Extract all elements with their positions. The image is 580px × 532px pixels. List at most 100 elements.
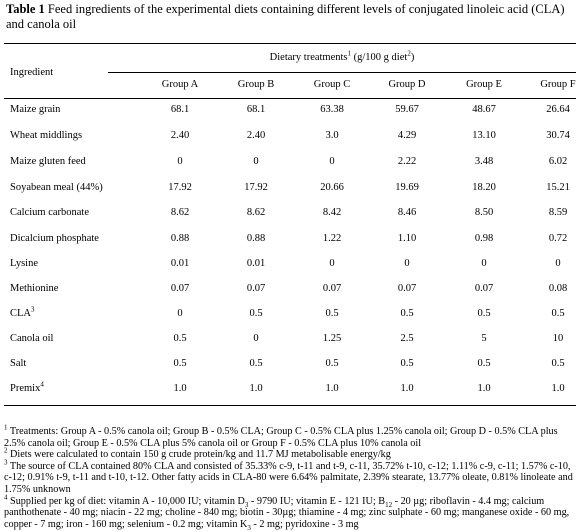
footnote-3-text: The source of CLA contained 80% CLA and … xyxy=(4,460,573,495)
footnote-2-mark: 2 xyxy=(4,446,8,455)
table-row: Maize grain 68.1 68.1 63.38 59.67 48.67 26.64 xyxy=(0,104,580,120)
table-caption-text: Feed ingredients of the experimental die… xyxy=(6,2,565,31)
cell-group-e: 48.67 xyxy=(472,104,496,115)
cell-group-f: 10 xyxy=(552,333,564,344)
cell-group-f: 6.02 xyxy=(548,156,568,167)
table-bottom-rule xyxy=(4,405,576,406)
cell-group-d: 0.5 xyxy=(400,358,414,369)
footnote-2: 2 Diets were calculated to contain 150 g… xyxy=(4,446,576,461)
cell-group-e: 3.48 xyxy=(474,156,494,167)
row-label-text: Premix xyxy=(10,383,41,394)
cell-group-e: 0.98 xyxy=(474,233,494,244)
ingredient-header: Ingredient xyxy=(10,67,54,78)
cell-group-b: 0.07 xyxy=(246,283,266,294)
row-label: Lysine xyxy=(10,258,38,269)
cell-group-c: 20.66 xyxy=(320,182,344,193)
footnotes: 1 Treatments: Group A - 0.5% canola oil;… xyxy=(4,423,576,531)
footnote-1-text: Treatments: Group A - 0.5% canola oil; G… xyxy=(4,426,558,449)
cell-group-f: 1.0 xyxy=(551,383,565,394)
unit-label-pre: (g/100 g diet xyxy=(353,52,408,63)
cell-group-b: 17.92 xyxy=(244,182,268,193)
table-row: Calcium carbonate 8.62 8.62 8.42 8.46 8.50 8.5… xyxy=(0,207,580,223)
cell-group-f: 0.08 xyxy=(548,283,568,294)
cell-group-c: 8.42 xyxy=(322,207,342,218)
cell-group-e: 1.0 xyxy=(477,383,491,394)
cell-group-f: 15.21 xyxy=(546,182,570,193)
footnote-4-sub-b12: 12 xyxy=(385,500,393,509)
row-label: Dicalcium phosphate xyxy=(10,233,99,244)
cell-group-a: 0.01 xyxy=(170,258,190,269)
footnote-3-mark: 3 xyxy=(4,458,8,467)
row-label: CLA3 xyxy=(10,306,35,319)
group-header-e: Group E xyxy=(466,79,502,90)
table-row: Wheat middlings 2.40 2.40 3.0 4.29 13.10 30.74 xyxy=(0,130,580,146)
cell-group-f: 0.72 xyxy=(548,233,568,244)
cell-group-b: 8.62 xyxy=(246,207,266,218)
cell-group-a: 68.1 xyxy=(170,104,190,115)
table-row: Lysine 0.01 0.01 0 0 0 0 xyxy=(0,258,580,274)
table-row: Methionine 0.07 0.07 0.07 0.07 0.07 0.08 xyxy=(0,283,580,299)
cell-group-e: 0.07 xyxy=(474,283,494,294)
row-label-text: Salt xyxy=(10,358,27,369)
cell-group-f: 0 xyxy=(555,258,561,269)
cell-group-a: 1.0 xyxy=(173,383,187,394)
cell-group-e: 0.5 xyxy=(477,358,491,369)
cell-group-f: 26.64 xyxy=(546,104,570,115)
table-row: Salt 0.5 0.5 0.5 0.5 0.5 0.5 xyxy=(0,358,580,374)
header-sub-rule xyxy=(108,72,576,73)
cell-group-b: 0 xyxy=(253,333,259,344)
cell-group-f: 0.5 xyxy=(551,358,565,369)
group-header-c: Group C xyxy=(313,79,351,90)
cell-group-f: 30.74 xyxy=(546,130,570,141)
row-label-text: Dicalcium phosphate xyxy=(10,233,99,244)
row-label-text: Maize gluten feed xyxy=(10,156,86,167)
table-row: Dicalcium phosphate 0.88 0.88 1.22 1.10 0.98 0… xyxy=(0,233,580,249)
cell-group-d: 0 xyxy=(404,258,410,269)
cell-group-a: 17.92 xyxy=(168,182,192,193)
cell-group-e: 0.5 xyxy=(477,308,491,319)
footnote-4-text-a: Supplied per kg of diet: vitamin A - 10,… xyxy=(10,495,245,507)
table-row: Soyabean meal (44%) 17.92 17.92 20.66 19.69 1… xyxy=(0,182,580,198)
row-label: Soyabean meal (44%) xyxy=(10,182,103,193)
cell-group-c: 0 xyxy=(329,156,335,167)
cell-group-b: 0.5 xyxy=(249,358,263,369)
cell-group-c: 0 xyxy=(329,258,335,269)
cell-group-c: 1.0 xyxy=(325,383,339,394)
footnote-4-text-b: - 9790 IU; vitamin E - 121 IU; B xyxy=(248,495,386,507)
footnote-4-mark: 4 xyxy=(4,493,8,502)
row-label: Methionine xyxy=(10,283,58,294)
cell-group-e: 5 xyxy=(481,333,487,344)
cell-group-b: 0.88 xyxy=(246,233,266,244)
cell-group-a: 8.62 xyxy=(170,207,190,218)
dietary-treatments-sup: 1 xyxy=(347,49,352,58)
footnote-2-text: Diets were calculated to contain 150 g c… xyxy=(10,449,391,461)
cell-group-c: 0.07 xyxy=(322,283,342,294)
cell-group-d: 19.69 xyxy=(395,182,419,193)
row-label: Maize grain xyxy=(10,104,60,115)
footnote-4-text-d: - 2 mg; pyridoxine - 3 mg xyxy=(250,518,359,530)
row-label-text: Soyabean meal (44%) xyxy=(10,182,103,193)
cell-group-a: 0 xyxy=(177,308,183,319)
footnote-1-mark: 1 xyxy=(4,423,8,432)
cell-group-a: 0.5 xyxy=(173,358,187,369)
cell-group-e: 0 xyxy=(481,258,487,269)
cell-group-c: 63.38 xyxy=(320,104,344,115)
footnote-3: 3 The source of CLA contained 80% CLA an… xyxy=(4,458,576,496)
cell-group-c: 1.25 xyxy=(322,333,342,344)
cell-group-b: 2.40 xyxy=(246,130,266,141)
cell-group-c: 0.5 xyxy=(325,358,339,369)
row-label: Canola oil xyxy=(10,333,53,344)
cell-group-d: 59.67 xyxy=(395,104,419,115)
row-label: Wheat middlings xyxy=(10,130,82,141)
cell-group-a: 0.07 xyxy=(170,283,190,294)
unit-label-sup: 2 xyxy=(407,49,411,58)
table-caption-label: Table 1 xyxy=(6,2,45,16)
cell-group-a: 2.40 xyxy=(170,130,190,141)
row-label-text: Calcium carbonate xyxy=(10,207,90,218)
cell-group-d: 4.29 xyxy=(397,130,417,141)
table-row: Maize gluten feed 0 0 0 2.22 3.48 6.02 xyxy=(0,156,580,172)
cell-group-d: 1.0 xyxy=(400,383,414,394)
dietary-treatments-label: Dietary treatments xyxy=(269,52,348,63)
cell-group-f: 0.5 xyxy=(551,308,565,319)
